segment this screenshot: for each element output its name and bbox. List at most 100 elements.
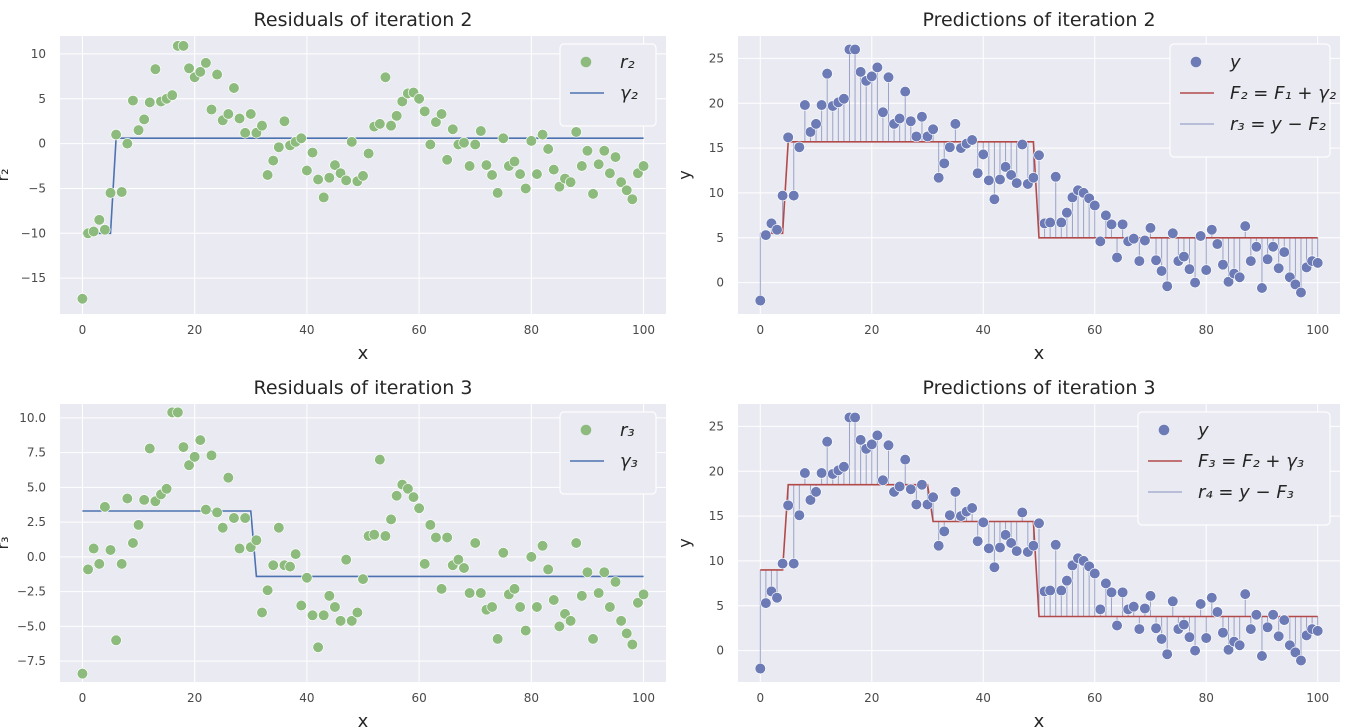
data-point [497, 547, 509, 559]
data-point [966, 502, 978, 514]
legend-label: r₂ [620, 52, 635, 73]
data-point [262, 169, 274, 181]
x-tick-label: 20 [864, 691, 879, 705]
y-tick-label: −2.5 [17, 585, 46, 599]
x-tick-label: 100 [632, 323, 655, 337]
data-point [882, 439, 895, 451]
data-point [542, 563, 554, 576]
x-tick-label: 80 [524, 691, 539, 705]
data-point [267, 155, 279, 167]
data-point [1016, 138, 1028, 151]
data-point [256, 120, 268, 132]
data-point [357, 573, 369, 585]
data-point [351, 606, 363, 619]
data-point [419, 105, 431, 117]
data-point [385, 513, 397, 525]
x-tick-label: 80 [1199, 691, 1214, 705]
data-point [194, 66, 206, 78]
data-point [1178, 619, 1190, 631]
data-point [166, 89, 178, 101]
data-point [626, 638, 638, 651]
data-point [177, 441, 190, 453]
data-point [849, 411, 861, 424]
data-point [621, 184, 633, 196]
data-point [525, 135, 537, 147]
data-point [1117, 586, 1129, 598]
data-point [1295, 654, 1307, 667]
data-point [793, 141, 805, 153]
data-point [492, 187, 504, 199]
data-point [1044, 216, 1056, 229]
data-point [972, 167, 984, 179]
data-point [855, 66, 867, 78]
data-point [816, 467, 828, 479]
x-axis-label: x [358, 711, 369, 728]
legend-label: y [1229, 52, 1241, 73]
data-point [637, 160, 650, 172]
data-point [977, 148, 989, 160]
legend-marker-points [580, 424, 592, 436]
data-point [514, 168, 526, 180]
data-point [402, 483, 414, 495]
x-tick-label: 0 [79, 323, 87, 337]
data-point [609, 576, 622, 588]
data-point [1044, 584, 1056, 597]
data-point [804, 494, 817, 506]
x-tick-label: 20 [864, 323, 879, 337]
data-point [1050, 171, 1062, 183]
data-point [587, 188, 599, 200]
legend: y F₂ = F₁ + γ₂ r₃ = y − F₂ [1169, 43, 1336, 158]
x-tick-label: 80 [1199, 323, 1214, 337]
data-point [1139, 234, 1151, 247]
data-point [760, 597, 772, 609]
legend-label: F₃ = F₂ + γ₃ [1198, 451, 1304, 472]
data-point [933, 172, 945, 184]
data-point [994, 173, 1006, 186]
y-tick-label: 0.0 [27, 550, 46, 564]
data-point [329, 159, 341, 171]
data-point [565, 615, 577, 627]
data-point [894, 480, 906, 493]
legend-box [559, 411, 657, 495]
data-point [391, 110, 403, 122]
y-tick-label: 0 [38, 137, 46, 151]
data-point [804, 126, 817, 138]
data-point [576, 160, 588, 172]
y-tick-label: 20 [709, 464, 724, 478]
data-point [430, 531, 442, 544]
data-point [1027, 540, 1040, 552]
data-point [374, 118, 386, 130]
x-axis-label: x [1034, 711, 1045, 728]
data-point [1278, 246, 1290, 258]
data-point [396, 95, 408, 108]
data-point [1217, 627, 1229, 639]
legend-label: y [1197, 420, 1209, 441]
data-point [894, 112, 906, 125]
data-point [233, 542, 246, 555]
data-point [1150, 622, 1162, 634]
data-point [1161, 280, 1173, 292]
data-point [323, 172, 335, 184]
chart-title: Residuals of iteration 2 [254, 9, 473, 31]
data-point [609, 151, 622, 163]
data-point [262, 584, 274, 596]
data-point [536, 129, 549, 141]
residuals-iteration-3-chart: 0 20 40 60 80 100 10.0 7.5 5.0 2.5 0.0 −2.5 −5.0 −7.5… [0, 377, 666, 728]
y-tick-label: 5 [716, 599, 724, 613]
data-point [938, 157, 950, 169]
y-tick-label: 5.0 [27, 480, 46, 494]
data-point [486, 169, 498, 181]
data-point [318, 609, 330, 621]
data-point [1312, 257, 1324, 269]
data-point [1206, 592, 1218, 604]
data-point [1161, 648, 1173, 660]
data-point [295, 132, 307, 144]
data-point [301, 164, 313, 177]
data-point [1139, 602, 1151, 615]
x-tick-label: 0 [756, 323, 764, 337]
data-point [379, 530, 392, 542]
data-point [1200, 264, 1212, 276]
data-point [1295, 286, 1307, 299]
data-point [233, 112, 246, 125]
data-point [273, 141, 285, 153]
